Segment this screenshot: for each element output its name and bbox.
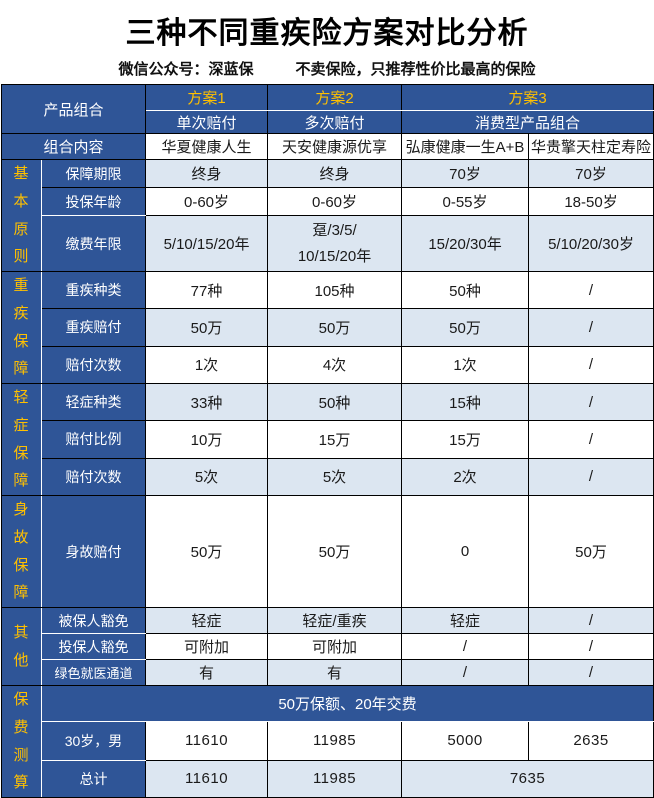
row-label: 总计 [40, 759, 147, 798]
cell-value: 2635 [528, 720, 654, 761]
cell-value: / [401, 659, 530, 686]
plan1-type: 单次赔付 [145, 110, 269, 134]
product-name: 华夏健康人生 [145, 133, 269, 160]
cell-value: 50万 [267, 308, 403, 347]
plan3-type: 消费型产品组合 [401, 110, 654, 134]
comparison-table: 产品组合 方案1 方案2 方案3 单次赔付 多次赔付 消费型产品组合 组合内容 … [0, 84, 654, 798]
row-label: 轻症种类 [40, 382, 147, 422]
plan2-header: 方案2 [267, 84, 403, 111]
cell-value: 50万 [145, 495, 269, 608]
slogan-label: 不卖保险，只推荐性价比最高的保险 [295, 61, 536, 78]
row-label: 赔付次数 [40, 457, 147, 497]
row-label: 赔付次数 [40, 345, 147, 385]
product-name: 华贵擎天柱定寿险 [528, 133, 654, 160]
plan3-header: 方案3 [401, 84, 654, 111]
cell-value: 4次 [267, 345, 403, 385]
cell-value: 终身 [267, 159, 403, 188]
cell-value: 可附加 [145, 633, 269, 660]
cell-value: 2次 [401, 457, 530, 497]
cell-value: 18-50岁 [528, 187, 654, 216]
cell-value: 11985 [267, 759, 403, 798]
cell-value: 11985 [267, 720, 403, 761]
cell-value: 33种 [145, 382, 269, 422]
cell-value: 0 [401, 495, 530, 608]
page-title: 三种不同重疾险方案对比分析 [125, 17, 529, 50]
cell-value: / [528, 607, 654, 634]
cell-value: 0-60岁 [267, 187, 403, 216]
cell-value: 15万 [401, 420, 530, 459]
cell-value: 5/10/20/30岁 [528, 215, 654, 272]
cell-value: / [528, 270, 654, 310]
cell-value: 1次 [401, 345, 530, 385]
cell-value: 70岁 [528, 159, 654, 188]
row-label: 重疾赔付 [40, 308, 147, 347]
infographic-page: 三种不同重疾险方案对比分析 微信公众号：深蓝保 不卖保险，只推荐性价比最高的保险 … [0, 17, 654, 798]
premium-banner: 50万保额、20年交费 [40, 685, 654, 722]
section-category-other: 其他 [1, 607, 42, 686]
cell-value: 5次 [267, 457, 403, 497]
cell-value: 0-55岁 [401, 187, 530, 216]
row-label: 重疾种类 [40, 270, 147, 310]
cell-value: 5次 [145, 457, 269, 497]
subtitle: 微信公众号：深蓝保 不卖保险，只推荐性价比最高的保险 [0, 58, 654, 79]
cell-value: / [528, 308, 654, 347]
row-label: 保障期限 [40, 159, 147, 188]
row-label: 投保人豁免 [40, 633, 147, 660]
row-label: 缴费年限 [40, 215, 147, 272]
combo-content-label: 组合内容 [0, 133, 147, 160]
cell-value: / [528, 345, 654, 385]
cell-value: / [528, 457, 654, 497]
row-label: 身故赔付 [40, 495, 147, 608]
row-label: 绿色就医通道 [40, 659, 147, 686]
cell-value: 轻症/重疾 [267, 607, 403, 634]
section-category-premium: 保费测算 [1, 685, 42, 798]
cell-value: 10万 [145, 420, 269, 459]
row-label: 赔付比例 [40, 420, 147, 459]
cell-value: 0-60岁 [145, 187, 269, 216]
cell-value: 70岁 [401, 159, 530, 188]
cell-value: 11610 [145, 759, 269, 798]
cell-value: 可附加 [267, 633, 403, 660]
section-category-mild: 轻症保障 [1, 383, 42, 496]
cell-value: 轻症 [401, 607, 530, 634]
cell-value-total: 7635 [401, 759, 654, 798]
wechat-account-label: 微信公众号：深蓝保 [118, 61, 254, 78]
cell-value: 50种 [401, 270, 530, 310]
cell-value: / [401, 633, 530, 660]
cell-value: 5000 [401, 720, 530, 761]
cell-value: / [528, 420, 654, 459]
row-label: 被保人豁免 [40, 607, 147, 634]
section-category-critical: 重疾保障 [1, 271, 42, 384]
row-label: 投保年龄 [40, 187, 147, 216]
cell-value: 77种 [145, 270, 269, 310]
cell-value: / [528, 633, 654, 660]
product-name: 弘康健康一生A+B [401, 133, 530, 160]
cell-value: 趸/3/5/ 10/15/20年 [267, 215, 403, 272]
plan2-type: 多次赔付 [267, 110, 403, 134]
product-name: 天安健康源优享 [267, 133, 403, 160]
cell-value: 50万 [145, 308, 269, 347]
cell-value: 11610 [145, 720, 269, 761]
cell-value: 1次 [145, 345, 269, 385]
cell-value: 终身 [145, 159, 269, 188]
cell-value: 5/10/15/20年 [145, 215, 269, 272]
cell-value: 有 [145, 659, 269, 686]
cell-value: 15万 [267, 420, 403, 459]
section-category-basic: 基本原则 [1, 159, 42, 272]
cell-value: 15种 [401, 382, 530, 422]
product-combo-header: 产品组合 [0, 84, 147, 134]
cell-value: 105种 [267, 270, 403, 310]
cell-value: 50万 [267, 495, 403, 608]
row-label: 30岁，男 [40, 720, 147, 761]
cell-value: 50万 [401, 308, 530, 347]
cell-value: 15/20/30年 [401, 215, 530, 272]
cell-value: 50种 [267, 382, 403, 422]
section-category-death: 身故保障 [1, 495, 42, 608]
plan1-header: 方案1 [145, 84, 269, 111]
cell-value: / [528, 659, 654, 686]
cell-value: 有 [267, 659, 403, 686]
cell-value: / [528, 382, 654, 422]
cell-value: 轻症 [145, 607, 269, 634]
cell-value: 50万 [528, 495, 654, 608]
